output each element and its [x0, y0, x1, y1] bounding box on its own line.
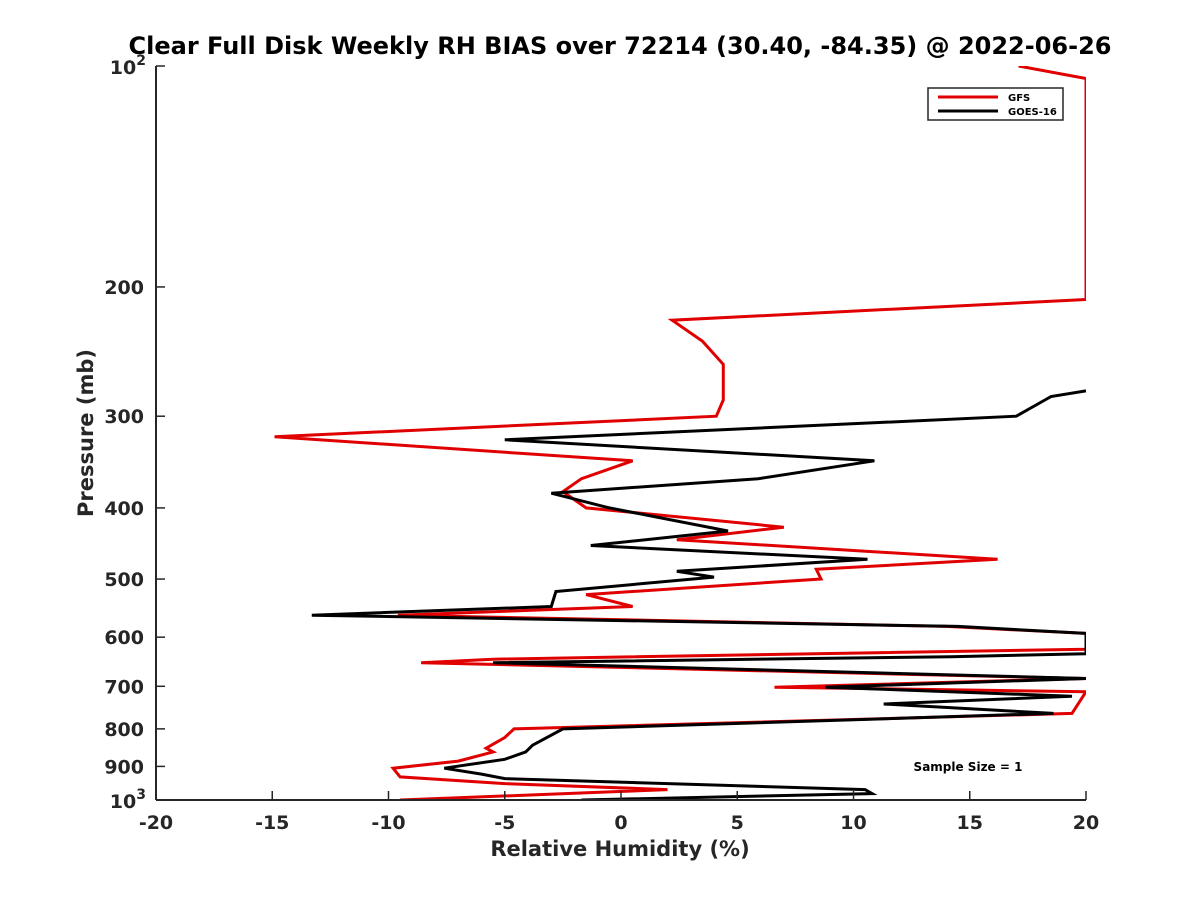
y-tick-label: 400 [104, 498, 144, 520]
legend: GFS GOES-16 [927, 87, 1064, 121]
y-tick-label: 900 [104, 756, 144, 778]
y-tick-label: 800 [104, 719, 144, 741]
y-tick-label: 700 [104, 676, 144, 698]
x-tick-label: 0 [614, 812, 627, 834]
x-tick-label: -15 [255, 812, 289, 834]
series-line-goes-16 [311, 389, 1086, 800]
sample-size-annotation: Sample Size = 1 [914, 760, 1023, 774]
x-tick-label: 20 [1073, 812, 1099, 834]
y-tick-label: 103 [110, 787, 146, 813]
y-axis-label: Pressure (mb) [74, 349, 98, 517]
y-tick-label: 200 [104, 277, 144, 299]
legend-label: GFS [1008, 93, 1030, 104]
y-tick-label: 600 [104, 627, 144, 649]
x-tick-label: 5 [731, 812, 744, 834]
x-axis-label: Relative Humidity (%) [490, 837, 749, 861]
x-tick-label: -5 [494, 812, 515, 834]
y-tick-label: 500 [104, 569, 144, 591]
x-tick-label: 15 [957, 812, 983, 834]
chart-title: Clear Full Disk Weekly RH BIAS over 7221… [129, 32, 1112, 60]
x-tick-label: -10 [371, 812, 405, 834]
legend-label: GOES-16 [1008, 107, 1057, 118]
plot-area: -20 -15 -10 -5 0 5 10 15 20 102 200 300 400 500 600 700… [104, 53, 1099, 834]
x-tick-label: 10 [840, 812, 866, 834]
legend-box [927, 87, 1064, 121]
x-tick-label: -20 [139, 812, 173, 834]
y-tick-label: 102 [110, 53, 146, 79]
y-tick-label: 300 [104, 406, 144, 428]
